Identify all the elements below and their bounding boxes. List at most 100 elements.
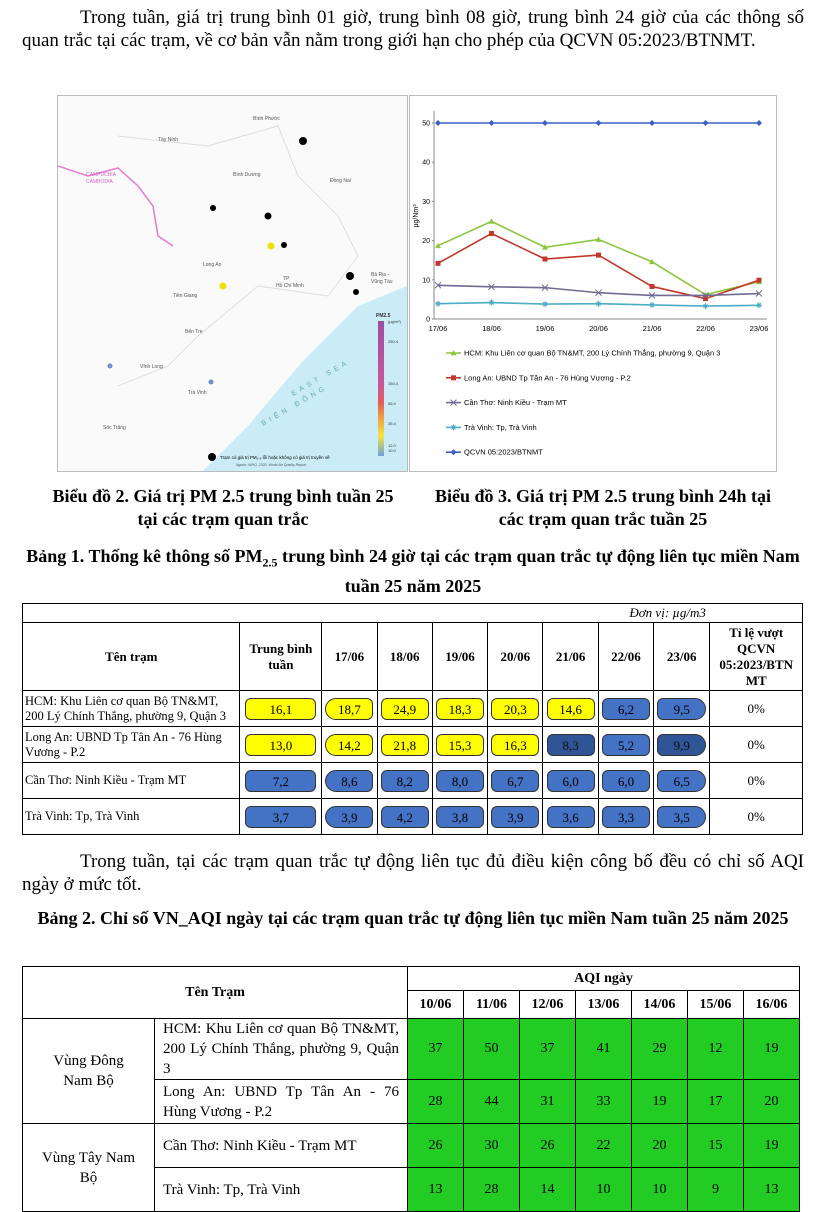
value-cell: 3,9 [487,798,544,835]
marker [649,283,655,289]
value-pill: 14,6 [546,697,595,720]
station-dot [219,282,227,290]
value-cell: 0% [709,690,803,727]
marker [595,120,602,126]
map-label: Vĩnh Long [140,364,163,370]
marker [450,399,457,406]
region-cell: Vùng Tây Nam Bộ [22,1123,155,1212]
header-cell: Tên Trạm [22,966,408,1019]
header-cell: 21/06 [542,622,599,691]
value-pill: 3,9 [325,805,374,828]
value-pill: 6,2 [602,697,650,720]
station-dot [299,137,307,145]
pm25-map: Bình Phước Tây Ninh CAMPUCHIA CAMBODIA B… [57,95,408,472]
aqi-cell: 26 [407,1123,464,1168]
station-dot [208,379,214,385]
data-row: HCM: Khu Liên cơ quan Bộ TN&MT, 200 Lý C… [21,690,803,727]
value-cell: 14,2 [321,726,378,763]
x-tick-label: 23/06 [750,324,769,333]
sea [203,286,407,471]
header-cell: 23/06 [653,622,711,691]
map-source: Nguồn: WHO, 2020, World Air Quality Repo… [236,463,307,467]
value-pill: 9,9 [657,733,707,756]
map-label: Tiền Giang [173,293,197,299]
marker [649,258,655,265]
value-pill: 18,7 [325,697,374,720]
marker [435,260,441,266]
map-label: TP [283,276,290,282]
province-lines [117,125,359,387]
marker [755,290,763,297]
marker [435,300,441,307]
map-label: Trà Vinh [188,390,207,396]
marker [649,120,655,126]
map-label: Đồng Nai [330,178,351,184]
caption: Biểu đồ 2. Giá trị PM 2.5 trung bình tuầ… [52,486,394,529]
station-dots [107,137,359,385]
value-cell: 24,9 [376,690,433,727]
date-cell: 12/06 [519,990,576,1019]
y-axis-label: µg/Nm³ [413,204,420,228]
station-cell: Long An: UBND Tp Tân An - 76 Hùng Vương … [21,726,241,763]
value-pill: 5,2 [602,733,650,756]
value-cell: 6,5 [653,762,711,799]
marker [488,283,495,291]
legend-tick: 55.4 [388,401,397,406]
value-cell: 20,3 [487,690,544,727]
date-cell: 16/06 [743,990,800,1019]
aqi-cell: 33 [575,1079,632,1124]
series-line [437,232,760,300]
marker [756,277,762,283]
marker [542,301,548,308]
marker [488,120,495,126]
date-cell: 11/06 [463,990,520,1019]
value-cell: 6,0 [597,762,655,799]
x-tick-label: 19/06 [536,324,555,333]
value-pill: 9,5 [657,697,707,720]
value-cell: 16,1 [239,690,323,727]
value-pill: 4,2 [380,805,429,828]
aqi-cell: 50 [463,1018,520,1080]
station-dot [353,289,359,295]
legend-tick: 12.0 [388,443,397,448]
marker [450,449,457,456]
aqi-cell: 12 [687,1018,744,1080]
header-cell: AQI ngày [407,966,800,991]
station-dot [281,242,287,248]
value-pill: 13,0 [245,733,317,756]
legend-note: Trạm có giá trị PM₂.₅ lỗi hoặc không có … [220,454,330,460]
marker [541,284,549,291]
header-cell: Tỉ lệ vượt QCVN 05:2023/BTN MT [709,622,803,691]
value-cell: 8,2 [376,762,433,799]
table1: Đơn vị: µg/m3 Tên trạm Trung bình tuần 17/0… [21,603,803,835]
date-cell: 15/06 [687,990,744,1019]
map-label: Bà Rịa - [371,272,389,278]
station-cell: Trà Vinh: Tp, Trà Vinh [21,798,241,835]
station-dot [107,363,113,369]
station-dot [210,205,216,211]
marker [450,424,457,431]
header-row: Tên trạm Trung bình tuần 17/06 18/06 19/06 20… [21,622,803,691]
data-row: Trà Vinh: Tp, Trà Vinh 3,7 3,9 4,2 3,8 3,9 3,6… [21,798,803,835]
header-cell: 18/06 [376,622,433,691]
map-label: Bình Dương [233,172,261,178]
value-cell: 3,9 [321,798,378,835]
value-cell: 7,2 [239,762,323,799]
station-dot [346,272,354,280]
value-cell: 16,3 [487,726,544,763]
value-cell: 4,2 [376,798,433,835]
value-cell: 13,0 [239,726,323,763]
aqi-cell: 10 [631,1167,688,1212]
value-pill: 6,0 [546,769,595,792]
value-cell: 6,2 [597,690,655,727]
marker [702,292,709,299]
data-row: Long An: UBND Tp Tân An - 76 Hùng Vương … [21,726,803,763]
value-cell: 8,3 [542,726,599,763]
aqi-cell: 13 [407,1167,464,1212]
value-cell: 9,5 [653,690,711,727]
header-row: Tên Trạm AQI ngày [22,966,800,1019]
marker [435,242,441,249]
value-pill: 3,9 [491,805,540,828]
value-cell: 21,8 [376,726,433,763]
legend-unit: (µg/m³) [388,319,402,324]
